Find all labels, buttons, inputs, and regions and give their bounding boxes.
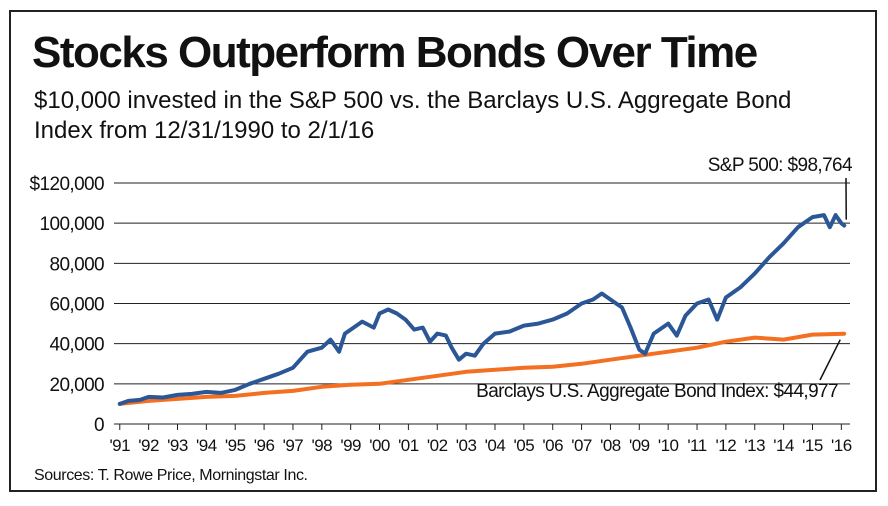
- y-tick-label: 20,000: [49, 375, 104, 396]
- x-tick-label: '03: [456, 436, 477, 455]
- x-tick-label: '94: [196, 436, 217, 455]
- y-tick-label: $120,000: [30, 174, 104, 195]
- sp500-end-label: S&P 500: $98,764: [708, 155, 853, 176]
- x-tick-label: '07: [571, 436, 592, 455]
- y-tick-label: 60,000: [49, 295, 104, 316]
- x-tick-label: '12: [716, 436, 737, 455]
- x-tick-label: '02: [427, 436, 448, 455]
- x-tick-label: '92: [138, 436, 159, 455]
- bond-series-line: [117, 331, 847, 406]
- x-tick-label: '93: [167, 436, 188, 455]
- chart-sources: Sources: T. Rowe Price, Morningstar Inc.: [34, 467, 308, 484]
- x-axis-ticks: '91 '92 '93 '94 '95 '96 '97 '98 '99 '00 '01 '02 '03 '…: [109, 424, 852, 455]
- x-tick-label: '11: [687, 436, 706, 455]
- x-tick-label: '06: [542, 436, 563, 455]
- chart-title: Stocks Outperform Bonds Over Time: [32, 28, 758, 77]
- y-tick-label: 40,000: [49, 335, 104, 356]
- chart-frame: [9, 10, 877, 492]
- series-lines: [117, 213, 847, 406]
- sp500-series-line: [117, 213, 847, 406]
- x-tick-label: '98: [311, 436, 332, 455]
- y-tick-label: 100,000: [40, 214, 105, 235]
- x-tick-label: '96: [254, 436, 275, 455]
- x-tick-label: '16: [831, 436, 852, 455]
- x-tick-label: '10: [658, 436, 679, 455]
- x-tick-label: '08: [600, 436, 621, 455]
- chart-subtitle: $10,000 invested in the S&P 500 vs. the …: [34, 87, 792, 144]
- y-tick-label: 80,000: [49, 254, 104, 275]
- x-tick-label: '13: [744, 436, 765, 455]
- x-tick-label: '14: [773, 436, 794, 455]
- x-tick-label: '00: [369, 436, 390, 455]
- bond-leader-line: [819, 339, 841, 381]
- x-tick-label: '95: [225, 436, 246, 455]
- x-tick-label: '99: [340, 436, 361, 455]
- x-tick-label: '91: [109, 436, 130, 455]
- x-tick-label: '01: [398, 436, 419, 455]
- bond-end-label: Barclays U.S. Aggregate Bond Index: $44,…: [476, 381, 838, 402]
- x-tick-label: '05: [514, 436, 535, 455]
- y-axis-ticks: $120,000 100,000 80,000 60,000 40,000 20,000 0: [30, 174, 105, 436]
- x-tick-label: '04: [485, 436, 506, 455]
- x-tick-label: '97: [283, 436, 304, 455]
- annotations: S&P 500: $98,764 Barclays U.S. Aggregate…: [476, 155, 853, 402]
- x-tick-label: '09: [629, 436, 650, 455]
- x-tick-label: '15: [802, 436, 823, 455]
- y-tick-label: 0: [94, 415, 104, 436]
